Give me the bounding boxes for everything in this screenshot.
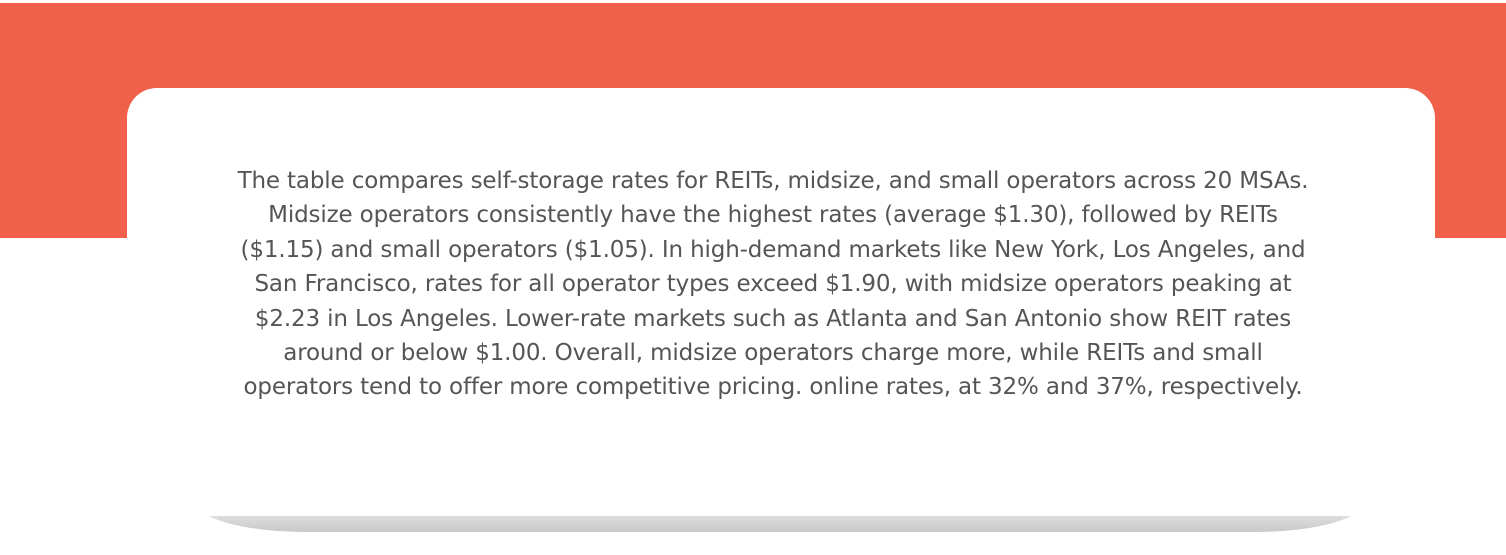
- top-white-strip: [0, 0, 1506, 3]
- summary-text: The table compares self-storage rates fo…: [237, 168, 1309, 401]
- summary-card: [127, 88, 1435, 516]
